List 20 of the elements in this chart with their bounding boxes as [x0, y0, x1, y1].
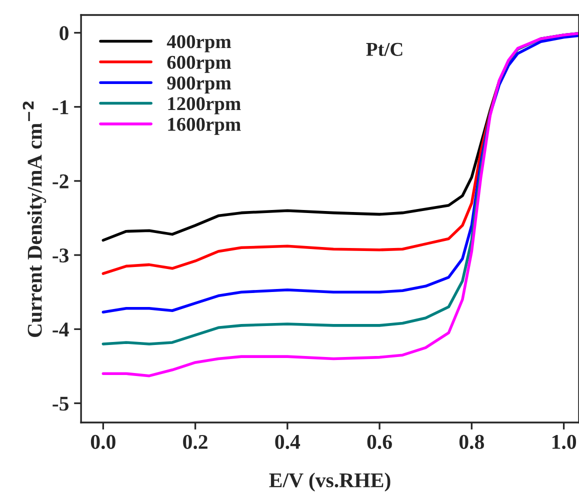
legend-label: 900rpm [167, 76, 232, 94]
legend-label: 1600rpm [168, 118, 241, 135]
x-tick-label: 0.6 [367, 434, 392, 450]
y-tick-label: -5 [52, 396, 68, 411]
y-tick-label: -3 [52, 248, 69, 262]
legend-label: 1200rpm [168, 97, 241, 114]
legend-label: 600rpm [167, 56, 232, 73]
x-tick-label: 0.4 [275, 434, 300, 450]
x-tick-label: 1.0 [552, 434, 576, 450]
y-tick-label: -2 [52, 174, 68, 188]
legend-label: 400rpm [166, 35, 232, 52]
y-tick-label: -1 [52, 100, 68, 114]
x-axis-title: E/V (vs.RHE) [269, 472, 390, 492]
annotation: Pt/C [366, 42, 402, 56]
y-axis-title: Current Density/mA cm$^{−2}$ [22, 101, 46, 337]
y-tick-label: 0 [60, 26, 68, 40]
x-tick-label: 0.2 [183, 434, 208, 450]
x-tick-label: 0.8 [459, 434, 484, 450]
x-tick-label: 0.0 [90, 434, 116, 450]
y-tick-label: -4 [52, 322, 69, 336]
